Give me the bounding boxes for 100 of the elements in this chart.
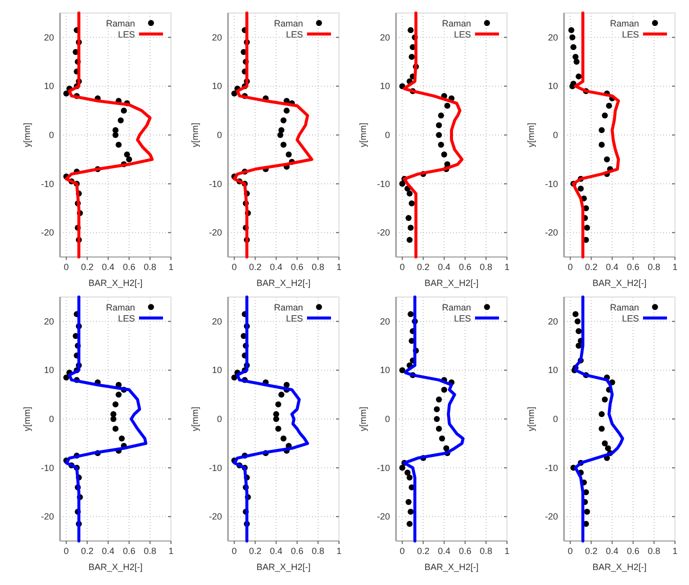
- y-tick-label: 10: [44, 365, 54, 376]
- legend-label: Raman: [106, 18, 135, 28]
- legend-label: LES: [622, 314, 639, 324]
- y-axis-title: y[mm]: [190, 122, 200, 148]
- point: [406, 214, 412, 221]
- point: [436, 426, 442, 432]
- y-tick-label: -10: [40, 178, 54, 189]
- y-tick-label: 20: [212, 316, 222, 326]
- legend-label: Raman: [274, 18, 303, 28]
- point: [576, 73, 582, 80]
- y-tick-label: 10: [548, 365, 558, 376]
- line-series: [64, 296, 148, 542]
- point: [578, 186, 584, 192]
- point: [112, 401, 118, 408]
- point: [286, 152, 292, 158]
- point: [408, 27, 414, 34]
- x-tick-label: 0.4: [438, 262, 450, 272]
- point: [280, 117, 286, 124]
- point: [118, 436, 125, 442]
- point: [436, 396, 442, 402]
- point: [572, 311, 579, 318]
- point: [63, 374, 70, 381]
- point: [116, 392, 122, 398]
- x-tick-label: 0: [400, 546, 405, 556]
- y-tick-label: 20: [548, 316, 558, 326]
- point: [110, 416, 116, 422]
- x-tick-label: 0.6: [626, 546, 640, 556]
- legend-label: Raman: [106, 302, 135, 312]
- point: [439, 436, 446, 442]
- legend-label: LES: [454, 30, 471, 40]
- x-tick-label: 0.2: [584, 262, 598, 272]
- point: [278, 127, 284, 134]
- x-tick-label: 0.8: [648, 262, 660, 272]
- y-axis-title: y[mm]: [190, 406, 200, 432]
- y-axis-title: y[mm]: [358, 122, 368, 148]
- x-tick-label: 0.6: [122, 546, 136, 556]
- y-axis-title: y[mm]: [526, 122, 536, 148]
- point: [406, 520, 413, 527]
- legend-label: Raman: [610, 18, 639, 28]
- x-tick-label: 1: [504, 262, 510, 272]
- x-tick-label: 0.2: [584, 546, 598, 556]
- x-axis-title: BAR_X_H2[-]: [592, 278, 647, 288]
- point: [604, 156, 610, 162]
- x-tick-label: 0: [568, 546, 573, 556]
- x-tick-label: 0: [400, 262, 405, 272]
- point: [434, 416, 440, 422]
- legend-label: Raman: [610, 302, 639, 312]
- x-tick-label: 0.4: [606, 262, 618, 272]
- point: [120, 108, 127, 114]
- y-tick-label: 0: [552, 130, 558, 140]
- x-tick-label: 0.8: [648, 546, 660, 556]
- y-tick-label: -20: [40, 512, 54, 522]
- legend-label: LES: [118, 314, 135, 324]
- x-tick-label: 0: [64, 546, 69, 556]
- x-tick-label: 0: [232, 262, 237, 272]
- y-tick-label: -20: [544, 512, 558, 522]
- x-tick-label: 0.2: [416, 546, 430, 556]
- legend-label: Raman: [442, 302, 471, 312]
- x-tick-label: 1: [672, 262, 678, 272]
- x-axis-title: BAR_X_H2[-]: [424, 278, 479, 288]
- point: [408, 224, 414, 231]
- x-tick-label: 1: [336, 546, 342, 556]
- x-tick-label: 0.4: [102, 262, 114, 272]
- x-axis-title: BAR_X_H2[-]: [424, 562, 479, 572]
- x-tick-label: 0.6: [458, 262, 472, 272]
- point: [602, 440, 608, 446]
- point: [568, 27, 574, 34]
- line-series: [64, 12, 154, 258]
- point: [436, 122, 442, 128]
- legend-label: LES: [454, 314, 471, 324]
- x-tick-label: 0.2: [80, 262, 94, 272]
- x-tick-label: 0.4: [102, 546, 114, 556]
- point: [606, 102, 612, 109]
- x-tick-label: 0: [64, 262, 69, 272]
- point: [231, 90, 238, 97]
- y-tick-label: 0: [48, 414, 54, 424]
- x-tick-label: 0.6: [626, 262, 640, 272]
- x-tick-label: 1: [504, 546, 510, 556]
- point: [602, 396, 608, 402]
- y-tick-label: -20: [208, 228, 222, 238]
- point: [604, 445, 611, 452]
- x-tick-label: 0.6: [290, 546, 304, 556]
- x-tick-label: 0.6: [122, 262, 136, 272]
- point: [436, 132, 442, 138]
- x-tick-label: 0.4: [606, 546, 618, 556]
- x-tick-label: 0.8: [144, 546, 156, 556]
- point: [63, 90, 70, 97]
- legend-label: LES: [118, 30, 135, 40]
- point: [399, 367, 406, 374]
- point: [441, 386, 448, 393]
- y-tick-label: -20: [40, 228, 54, 238]
- x-tick-label: 1: [168, 546, 174, 556]
- point: [231, 374, 238, 381]
- point: [280, 142, 286, 148]
- y-tick-label: 10: [44, 81, 54, 92]
- point: [584, 508, 590, 515]
- point: [406, 236, 413, 243]
- x-tick-label: 1: [168, 262, 174, 272]
- point: [570, 44, 576, 50]
- point: [574, 58, 580, 65]
